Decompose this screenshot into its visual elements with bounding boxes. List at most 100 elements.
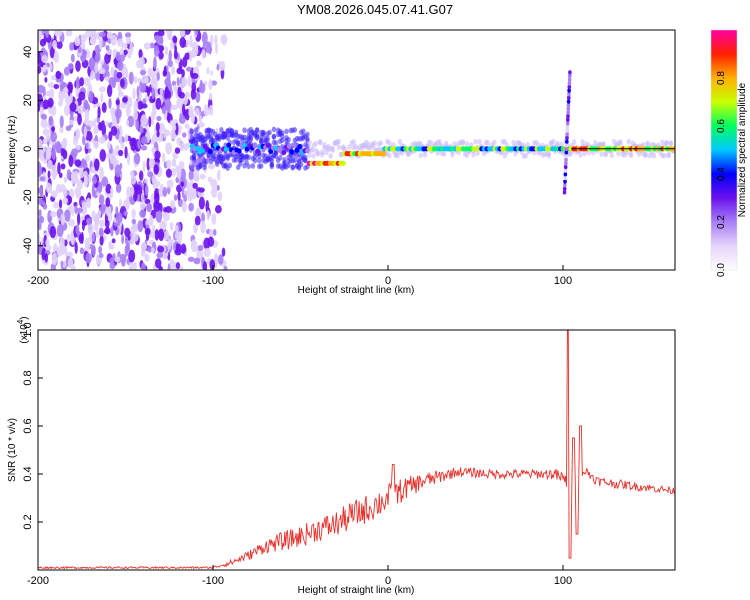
- spectrogram-noise-cell: [174, 231, 181, 240]
- spectrogram-transient-cell: [563, 172, 568, 177]
- spectrogram-noise-cell: [115, 99, 120, 106]
- spectrogram-noise-cell: [124, 133, 129, 143]
- spectrogram-noise-cell: [219, 60, 226, 72]
- spectrogram-noise-cell: [85, 154, 90, 162]
- spectrogram-noise-cell: [62, 137, 68, 148]
- spectrogram-noise-cell: [209, 259, 216, 270]
- colorbar-ticks: 0.0 0.2 0.4 0.6 0.8: [716, 71, 727, 277]
- spectrogram-smear-cell: [580, 139, 585, 145]
- spectrogram-noise-cell: [188, 105, 194, 114]
- spectrogram-transient-cell: [564, 161, 568, 166]
- spectrogram-noise-cell: [198, 196, 205, 210]
- spectrogram-noise-cell: [185, 66, 192, 72]
- spectrogram-smear-cell: [292, 157, 298, 163]
- spectrogram-noise-cell: [171, 167, 176, 177]
- spectrogram-noise-cell: [149, 70, 157, 78]
- spectrogram-noise-cell: [180, 181, 185, 187]
- spectrogram-smear-cell: [492, 139, 497, 146]
- spectrogram-smear-cell: [317, 139, 323, 145]
- spectrogram-ridge-cell: [223, 146, 229, 152]
- spectrogram-noise-cell: [138, 49, 143, 59]
- spectrogram-ridge-cell: [381, 151, 387, 157]
- spectrogram-noise-cell: [161, 105, 167, 115]
- spectrogram-y-tick-label: 0: [22, 146, 34, 152]
- spectrogram-noise-cell: [69, 42, 75, 51]
- spectrogram-noise-cell: [191, 82, 197, 94]
- spectrogram-noise-cell: [47, 97, 54, 108]
- spectrogram-noise-cell: [91, 175, 97, 185]
- spectrogram-noise-cell: [70, 264, 76, 270]
- spectrogram-noise-cell: [45, 147, 52, 160]
- spectrogram-noise-cell: [190, 188, 197, 200]
- spectrogram-noise-cell: [59, 85, 64, 92]
- spectrogram-noise-cell: [121, 259, 126, 267]
- spectrogram-noise-cell: [50, 211, 58, 218]
- spectrogram-noise-cell: [171, 65, 175, 75]
- spectrogram-noise-cell: [67, 81, 74, 93]
- spectrogram-noise-cell: [105, 183, 112, 194]
- spectrogram-ridge-cell: [340, 160, 346, 166]
- spectrogram-noise-cell: [202, 42, 206, 51]
- spectrogram-transient-cell: [568, 70, 572, 75]
- colorbar-tick-label: 0.0: [716, 263, 727, 277]
- spectrogram-noise-cell: [95, 51, 101, 63]
- spectrogram-smear-cell: [662, 152, 667, 159]
- spectrogram-transient-cell: [565, 132, 569, 137]
- spectrogram-smear-cell: [290, 164, 295, 171]
- spectrogram-noise-cell: [173, 49, 178, 60]
- spectrogram-noise-cell: [68, 204, 73, 211]
- spectrogram-noise-cell: [64, 246, 68, 258]
- spectrogram-noise-cell: [50, 126, 56, 132]
- spectrogram-noise-cell: [55, 140, 62, 154]
- spectrogram-noise-cell: [68, 154, 74, 168]
- spectrogram-noise-cell: [142, 98, 147, 106]
- spectrogram-noise-cell: [166, 179, 174, 189]
- spectrogram-noise-cell: [200, 220, 206, 234]
- spectrogram-smear-cell: [450, 151, 455, 158]
- spectrogram-noise-cell: [95, 102, 102, 108]
- spectrogram-ridge-cell: [200, 147, 205, 154]
- spectrogram-noise-cell: [101, 123, 107, 136]
- spectrogram-noise-cell: [215, 205, 222, 214]
- snr-y-tick-label: 0.8: [22, 370, 34, 385]
- spectrogram-noise-cell: [139, 209, 146, 218]
- spectrogram-transient-cell: [564, 150, 569, 155]
- spectrogram-noise-cell: [45, 238, 50, 247]
- spectrogram-y-tick-label: 40: [22, 46, 34, 58]
- spectrogram-noise-cell: [138, 170, 144, 181]
- spectrogram-noise-cell: [52, 201, 60, 209]
- spectrogram-transient-cell: [566, 110, 570, 115]
- spectrogram-noise-cell: [69, 102, 77, 112]
- spectrogram-smear-cell: [351, 139, 356, 145]
- spectrogram-smear-cell: [626, 138, 631, 145]
- snr-x-tick-label: -200: [27, 575, 49, 587]
- spectrogram-noise-cell: [65, 30, 73, 37]
- spectrogram-noise-cell: [80, 33, 88, 43]
- spectrogram-noise-cell: [140, 114, 148, 128]
- spectrogram-noise-cell: [104, 76, 110, 82]
- spectrogram-smear-cell: [246, 163, 251, 170]
- spectrogram-noise-cell: [91, 210, 96, 221]
- spectrogram-noise-cell: [169, 221, 174, 231]
- spectrogram-x-tick-label: 100: [554, 275, 572, 287]
- spectrogram-noise-cell: [83, 118, 91, 126]
- spectrogram-noise-cell: [155, 209, 163, 223]
- snr-x-tick-label: 0: [385, 575, 391, 587]
- spectrogram-smear-cell: [328, 153, 333, 159]
- spectrogram-noise-cell: [139, 201, 146, 211]
- spectrogram-noise-cell: [60, 260, 64, 266]
- spectrogram-noise-cell: [160, 36, 164, 45]
- spectrogram-noise-cell: [156, 252, 163, 259]
- spectrogram-smear-cell: [601, 141, 606, 147]
- spectrogram-noise-cell: [167, 237, 172, 250]
- spectrogram-noise-cell: [119, 102, 127, 109]
- spectrogram-transient-cell: [563, 179, 567, 184]
- spectrogram-noise-cell: [41, 200, 45, 206]
- spectrogram-smear-cell: [578, 152, 583, 158]
- spectrogram-smear-cell: [284, 128, 289, 135]
- spectrogram-noise-cell: [51, 171, 57, 180]
- spectrogram-noise-cell: [100, 59, 104, 65]
- spectrogram-noise-cell: [195, 91, 201, 103]
- spectrogram-smear-cell: [397, 138, 403, 145]
- spectrogram-noise-cell: [185, 40, 189, 47]
